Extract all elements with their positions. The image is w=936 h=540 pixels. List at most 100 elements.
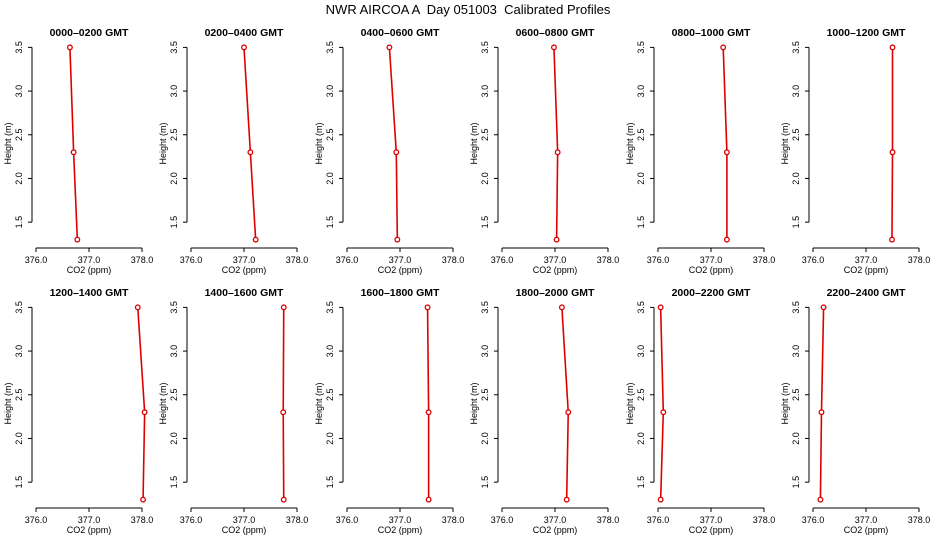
- profile-segment: [659, 412, 665, 500]
- y-tick-label: 2.0: [636, 432, 646, 445]
- data-point: [66, 44, 73, 51]
- y-tick-label: 3.5: [636, 41, 646, 54]
- x-tick-label: 378.0: [753, 255, 776, 265]
- profile-segment: [395, 152, 399, 240]
- data-point: [74, 236, 81, 243]
- profile-segment: [553, 47, 559, 153]
- y-tick-label: 2.5: [14, 129, 24, 142]
- y-tick-label: 2.0: [480, 432, 490, 445]
- y-tick-label: 2.5: [480, 129, 490, 142]
- profile-segment: [565, 412, 570, 500]
- x-axis-label: CO2 (ppm): [533, 525, 578, 535]
- x-axis-label: CO2 (ppm): [689, 525, 734, 535]
- x-tick-label: 376.0: [802, 255, 825, 265]
- data-point: [425, 496, 432, 503]
- y-tick-label: 3.5: [480, 41, 490, 54]
- y-tick-label: 2.5: [636, 389, 646, 402]
- x-tick-label: 376.0: [802, 515, 825, 525]
- data-point: [723, 236, 730, 243]
- y-tick-label: 2.0: [14, 172, 24, 185]
- y-tick-label: 3.5: [636, 301, 646, 314]
- x-tick-label: 378.0: [908, 515, 931, 525]
- y-tick-label: 2.5: [169, 129, 179, 142]
- data-point: [818, 409, 825, 416]
- profile-segment: [72, 152, 79, 240]
- panel-4: 0600–0800 GMT 376.0 377.0 378.0 CO2 (ppm) 1.5…: [469, 27, 619, 275]
- y-tick-label: 3.5: [325, 301, 335, 314]
- profile-segment: [820, 307, 825, 413]
- y-tick-label: 2.0: [169, 172, 179, 185]
- y-tick-label: 1.5: [636, 216, 646, 229]
- data-point: [141, 409, 148, 416]
- panel-title: 2200–2400 GMT: [827, 287, 906, 299]
- y-axis-label: Height (m): [158, 382, 168, 424]
- data-point: [565, 409, 572, 416]
- panel-7: 1200–1400 GMT 376.0 377.0 378.0 CO2 (ppm) 1.5…: [3, 287, 153, 535]
- panel-1: 0000–0200 GMT 376.0 377.0 378.0 CO2 (ppm) 1.5…: [3, 27, 153, 275]
- profile-segment: [282, 412, 285, 500]
- y-tick-label: 3.0: [325, 85, 335, 98]
- x-axis-label: CO2 (ppm): [222, 265, 267, 275]
- data-point: [889, 44, 896, 51]
- profile-segment: [426, 307, 430, 413]
- x-tick-label: 376.0: [491, 515, 514, 525]
- profile-segment: [388, 47, 398, 153]
- profile-segment: [561, 307, 570, 413]
- x-tick-label: 376.0: [491, 255, 514, 265]
- x-tick-label: 376.0: [25, 515, 48, 525]
- x-tick-label: 377.0: [544, 255, 567, 265]
- x-tick-label: 378.0: [908, 255, 931, 265]
- panel-5: 0800–1000 GMT 376.0 377.0 378.0 CO2 (ppm) 1.5…: [625, 27, 775, 275]
- x-axis-label: CO2 (ppm): [378, 525, 423, 535]
- data-point: [280, 304, 287, 311]
- panel-3: 0400–0600 GMT 376.0 377.0 378.0 CO2 (ppm) 1.5…: [314, 27, 464, 275]
- y-tick-label: 3.0: [791, 85, 801, 98]
- y-tick-label: 2.0: [325, 172, 335, 185]
- panel-title: 1000–1200 GMT: [827, 27, 906, 39]
- y-tick-label: 3.5: [14, 41, 24, 54]
- y-tick-label: 3.5: [169, 301, 179, 314]
- y-tick-label: 2.5: [325, 129, 335, 142]
- profile-segment: [249, 152, 257, 240]
- y-tick-label: 3.0: [636, 345, 646, 358]
- x-tick-label: 376.0: [180, 515, 203, 525]
- data-point: [553, 236, 560, 243]
- y-tick-label: 1.5: [325, 216, 335, 229]
- y-tick-label: 2.5: [791, 389, 801, 402]
- data-point: [280, 409, 287, 416]
- y-tick-label: 2.5: [169, 389, 179, 402]
- data-point: [386, 44, 393, 51]
- y-axis-label: Height (m): [158, 122, 168, 164]
- panel-10: 1800–2000 GMT 376.0 377.0 378.0 CO2 (ppm) 1.5…: [469, 287, 619, 535]
- y-tick-label: 1.5: [636, 476, 646, 489]
- x-tick-label: 376.0: [336, 515, 359, 525]
- data-point: [817, 496, 824, 503]
- panel-title: 0200–0400 GMT: [205, 27, 284, 39]
- data-point: [393, 149, 400, 156]
- y-tick-label: 1.5: [325, 476, 335, 489]
- y-tick-label: 2.0: [791, 172, 801, 185]
- y-tick-label: 1.5: [14, 476, 24, 489]
- data-point: [247, 149, 254, 156]
- y-axis-label: Height (m): [314, 122, 324, 164]
- panel-12: 2200–2400 GMT 376.0 377.0 378.0 CO2 (ppm) 1.5…: [780, 287, 930, 535]
- x-axis-label: CO2 (ppm): [378, 265, 423, 275]
- y-tick-label: 3.0: [325, 345, 335, 358]
- y-tick-label: 2.5: [791, 129, 801, 142]
- y-tick-label: 3.0: [480, 345, 490, 358]
- data-point: [720, 44, 727, 51]
- data-point: [134, 304, 141, 311]
- profile-segment: [282, 307, 285, 413]
- y-tick-label: 1.5: [169, 216, 179, 229]
- x-axis-label: CO2 (ppm): [844, 525, 889, 535]
- data-point: [820, 304, 827, 311]
- y-tick-label: 2.5: [636, 129, 646, 142]
- x-axis-label: CO2 (ppm): [689, 265, 734, 275]
- panel-title: 1200–1400 GMT: [50, 287, 129, 299]
- y-tick-label: 2.0: [636, 172, 646, 185]
- panel-11: 2000–2200 GMT 376.0 377.0 378.0 CO2 (ppm) 1.5…: [625, 287, 775, 535]
- x-tick-label: 377.0: [700, 255, 723, 265]
- y-tick-label: 3.5: [791, 301, 801, 314]
- x-tick-label: 377.0: [389, 255, 412, 265]
